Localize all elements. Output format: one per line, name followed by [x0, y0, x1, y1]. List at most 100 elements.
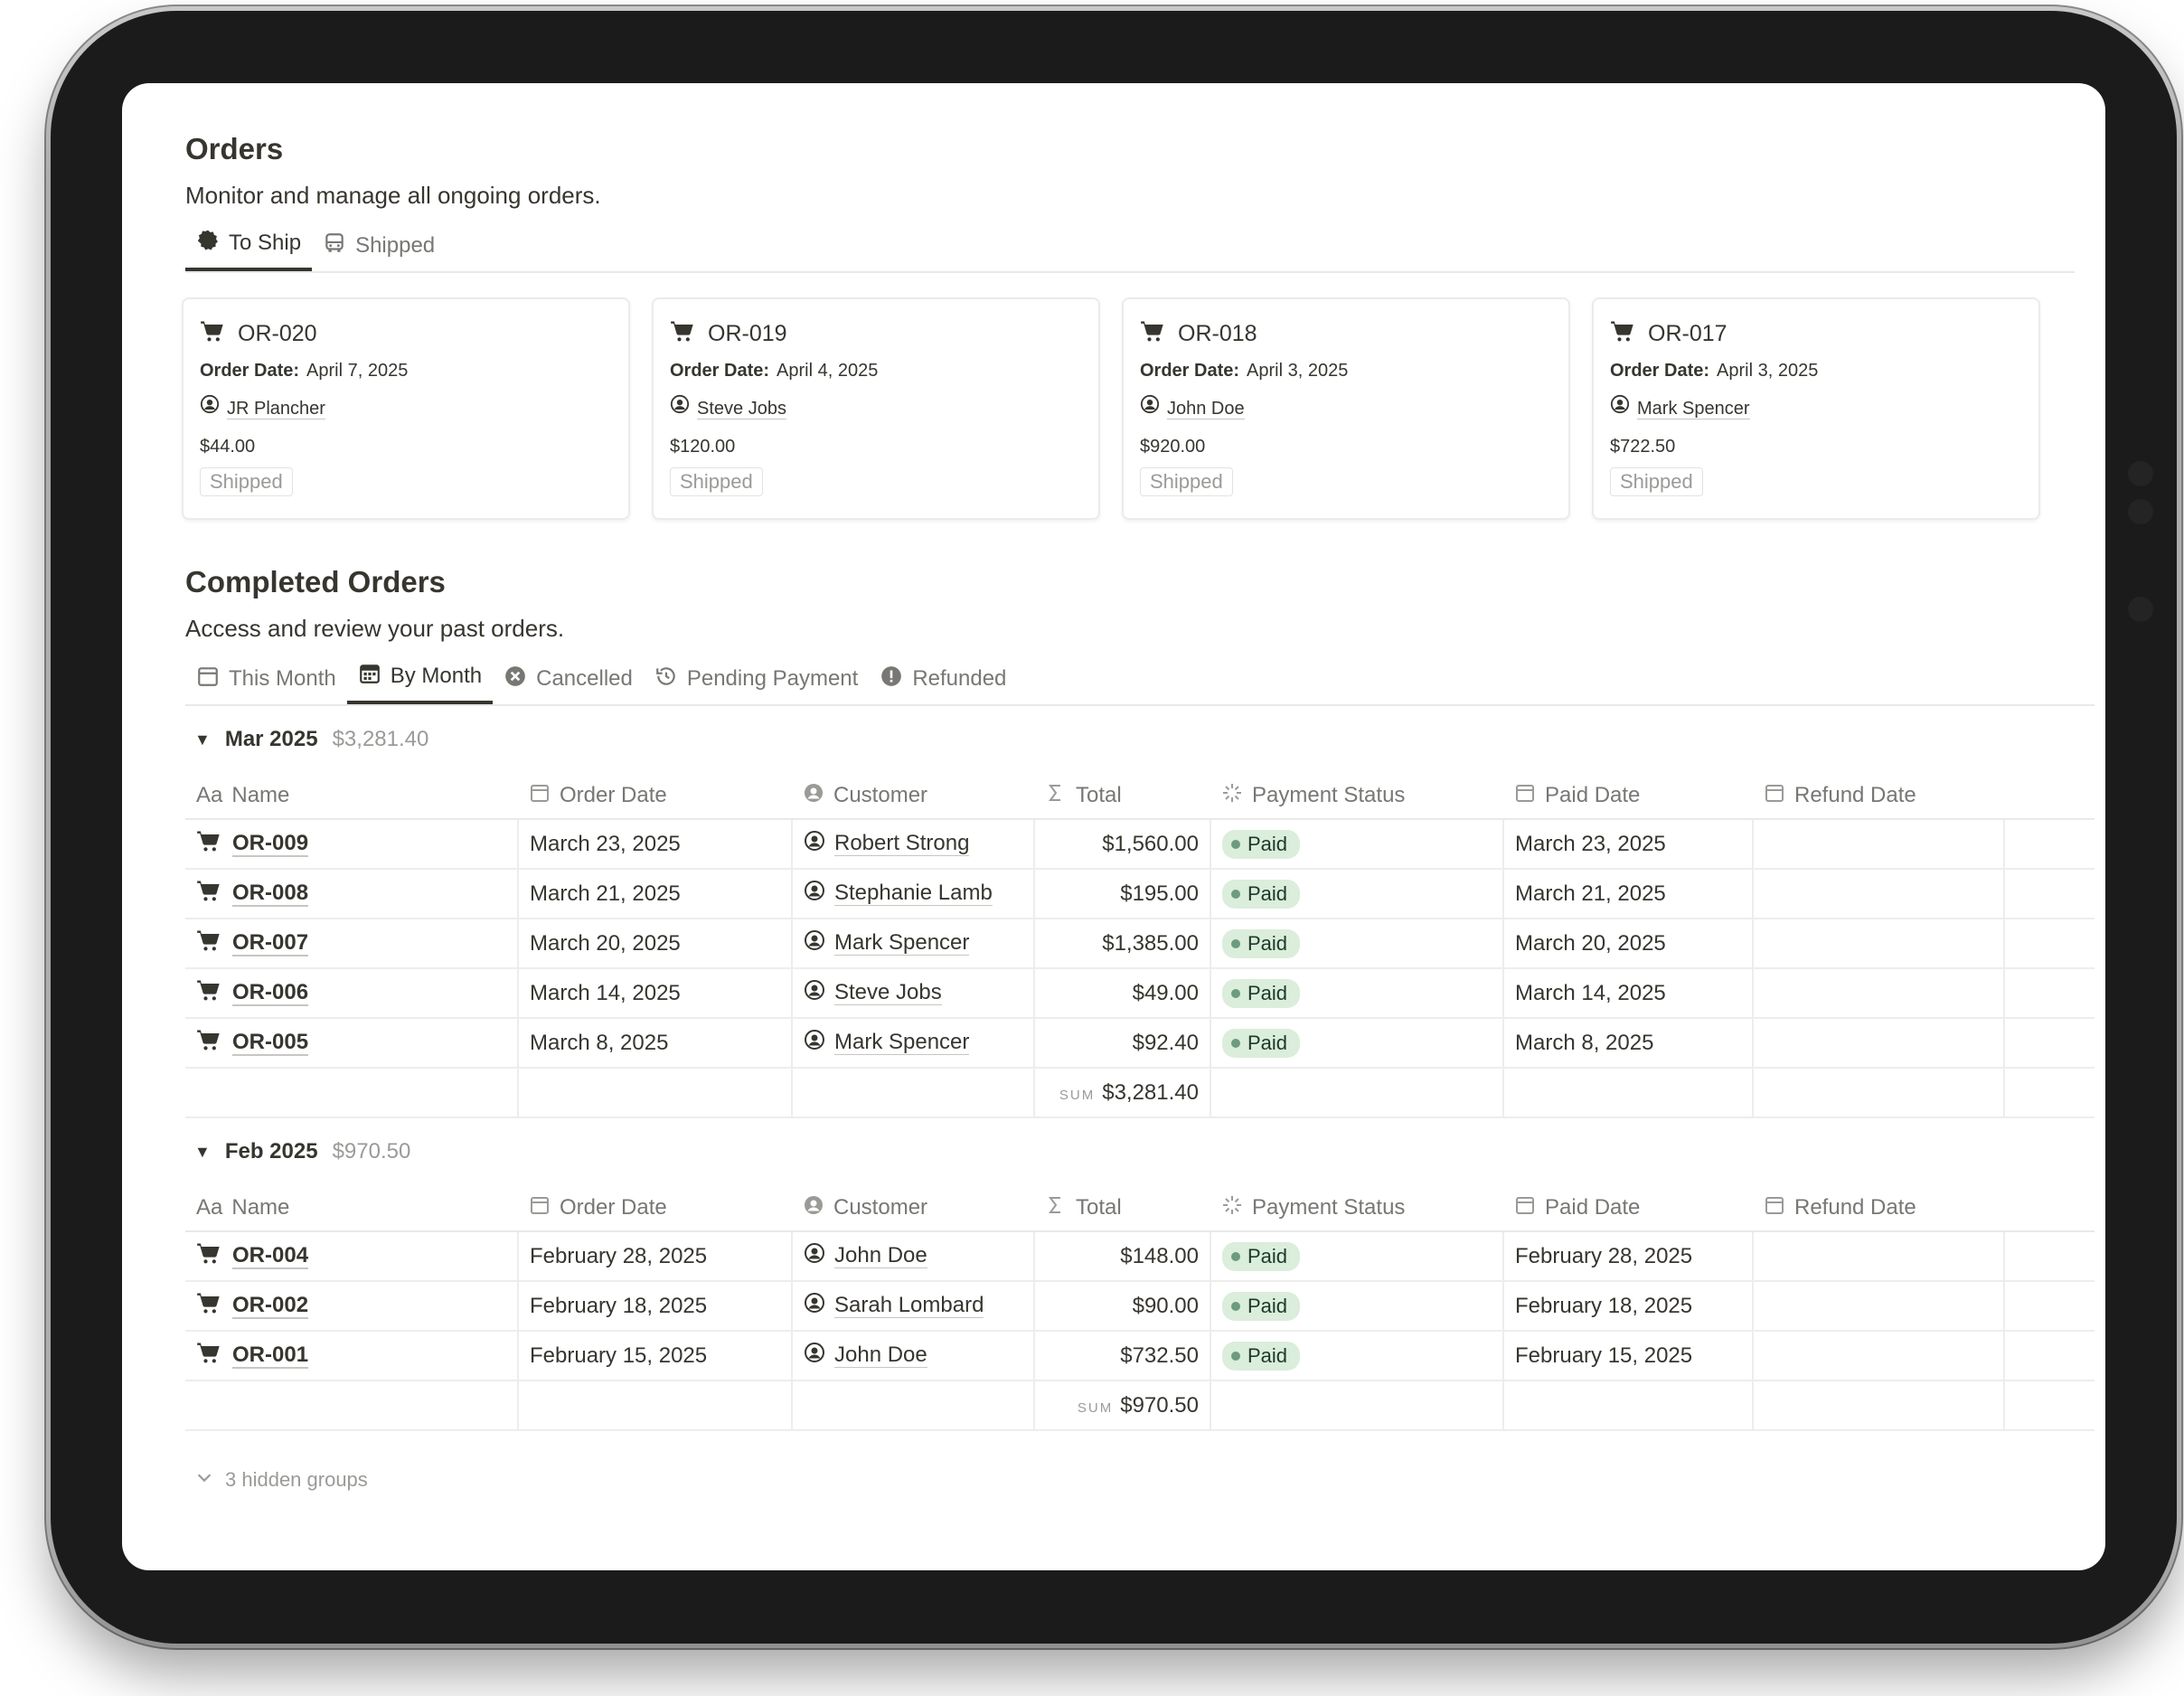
group-header[interactable]: ▼ Feb 2025 $970.50 — [185, 1118, 2075, 1185]
cell-name[interactable]: OR-007 — [185, 919, 519, 969]
column-header-name[interactable]: Aa Name — [185, 1185, 518, 1232]
cell-payment-status[interactable]: Paid — [1210, 1231, 1504, 1282]
customer-link[interactable]: Stephanie Lamb — [834, 881, 993, 906]
cell-refund-date[interactable] — [1753, 1281, 2005, 1332]
cell-paid-date[interactable]: March 20, 2025 — [1503, 919, 1754, 969]
cell-paid-date[interactable]: February 15, 2025 — [1503, 1331, 1754, 1381]
customer-link[interactable]: John Doe — [834, 1343, 927, 1368]
hidden-groups-toggle[interactable]: 3 hidden groups — [194, 1467, 2075, 1493]
cell-refund-date[interactable] — [1753, 1018, 2005, 1069]
cell-paid-date[interactable]: March 8, 2025 — [1503, 1018, 1754, 1069]
customer-link[interactable]: John Doe — [834, 1243, 927, 1268]
cell-order-date[interactable]: February 18, 2025 — [518, 1281, 793, 1332]
column-header-order-date[interactable]: Order Date — [518, 1185, 792, 1232]
cell-payment-status[interactable]: Paid — [1210, 1018, 1504, 1069]
cell-customer[interactable]: Mark Spencer — [792, 919, 1035, 969]
card-customer[interactable]: JR Plancher — [227, 398, 325, 419]
table-row[interactable]: OR-007 March 20, 2025 Mark Spencer $1,385.0… — [185, 919, 2095, 969]
cell-total[interactable]: $148.00 — [1034, 1231, 1211, 1282]
cell-customer[interactable]: John Doe — [792, 1231, 1035, 1282]
cell-refund-date[interactable] — [1753, 1331, 2005, 1381]
cell-customer[interactable]: Robert Strong — [792, 819, 1035, 870]
order-card[interactable]: OR-017 Order Date: April 3, 2025 Mark Spe… — [1592, 297, 2040, 520]
tab-cancelled[interactable]: Cancelled — [493, 654, 644, 704]
cell-name[interactable]: OR-006 — [185, 968, 519, 1019]
column-header-customer[interactable]: Customer — [792, 1185, 1034, 1232]
column-header-payment-status[interactable]: Payment Status — [1210, 1185, 1503, 1232]
cell-total[interactable]: $195.00 — [1034, 869, 1211, 919]
customer-link[interactable]: Sarah Lombard — [834, 1293, 984, 1318]
cell-name[interactable]: OR-005 — [185, 1018, 519, 1069]
column-header-total[interactable]: Total — [1034, 1185, 1210, 1232]
cell-payment-status[interactable]: Paid — [1210, 869, 1504, 919]
table-row[interactable]: OR-001 February 15, 2025 John Doe $732.50 Pa… — [185, 1331, 2095, 1381]
cell-refund-date[interactable] — [1753, 919, 2005, 969]
cell-order-date[interactable]: February 28, 2025 — [518, 1231, 793, 1282]
cell-customer[interactable]: Sarah Lombard — [792, 1281, 1035, 1332]
card-customer[interactable]: Steve Jobs — [697, 398, 786, 419]
column-header-name[interactable]: Aa Name — [185, 773, 518, 820]
cell-customer[interactable]: Mark Spencer — [792, 1018, 1035, 1069]
total-sum[interactable]: SUM $970.50 — [1034, 1380, 1211, 1431]
tab-pending-payment[interactable]: Pending Payment — [644, 654, 869, 704]
cell-order-date[interactable]: February 15, 2025 — [518, 1331, 793, 1381]
cell-name[interactable]: OR-001 — [185, 1331, 519, 1381]
cell-order-date[interactable]: March 21, 2025 — [518, 869, 793, 919]
order-link[interactable]: OR-006 — [232, 979, 309, 1006]
cell-total[interactable]: $732.50 — [1034, 1331, 1211, 1381]
cell-total[interactable]: $92.40 — [1034, 1018, 1211, 1069]
order-link[interactable]: OR-007 — [232, 929, 309, 956]
order-link[interactable]: OR-004 — [232, 1242, 309, 1269]
cell-name[interactable]: OR-008 — [185, 869, 519, 919]
cell-refund-date[interactable] — [1753, 968, 2005, 1019]
column-header-order-date[interactable]: Order Date — [518, 773, 792, 820]
cell-payment-status[interactable]: Paid — [1210, 1281, 1504, 1332]
cell-name[interactable]: OR-004 — [185, 1231, 519, 1282]
card-customer[interactable]: Mark Spencer — [1637, 398, 1750, 419]
tab-to-ship[interactable]: To Ship — [185, 219, 313, 271]
order-link[interactable]: OR-009 — [232, 830, 309, 857]
card-customer[interactable]: John Doe — [1167, 398, 1245, 419]
order-link[interactable]: OR-005 — [232, 1029, 309, 1056]
column-header-refund-date[interactable]: Refund Date — [1753, 773, 2004, 820]
customer-link[interactable]: Mark Spencer — [834, 930, 970, 956]
group-header[interactable]: ▼ Mar 2025 $3,281.40 — [185, 706, 2075, 773]
order-card[interactable]: OR-019 Order Date: April 4, 2025 Steve Jo… — [652, 297, 1100, 520]
order-link[interactable]: OR-001 — [232, 1342, 309, 1369]
cell-name[interactable]: OR-002 — [185, 1281, 519, 1332]
cell-customer[interactable]: John Doe — [792, 1331, 1035, 1381]
cell-order-date[interactable]: March 14, 2025 — [518, 968, 793, 1019]
customer-link[interactable]: Mark Spencer — [834, 1030, 970, 1055]
column-header-payment-status[interactable]: Payment Status — [1210, 773, 1503, 820]
table-row[interactable]: OR-006 March 14, 2025 Steve Jobs $49.00 Paid… — [185, 968, 2095, 1019]
cell-total[interactable]: $90.00 — [1034, 1281, 1211, 1332]
column-header-paid-date[interactable]: Paid Date — [1503, 773, 1753, 820]
cell-paid-date[interactable]: March 23, 2025 — [1503, 819, 1754, 870]
tab-shipped[interactable]: Shipped — [312, 221, 446, 271]
cell-payment-status[interactable]: Paid — [1210, 919, 1504, 969]
tab-by-month[interactable]: By Month — [346, 652, 494, 704]
table-row[interactable]: OR-004 February 28, 2025 John Doe $148.00 Pa… — [185, 1231, 2095, 1282]
column-header-total[interactable]: Total — [1034, 773, 1210, 820]
cell-refund-date[interactable] — [1753, 1231, 2005, 1282]
cell-order-date[interactable]: March 20, 2025 — [518, 919, 793, 969]
total-sum[interactable]: SUM $3,281.40 — [1034, 1068, 1211, 1118]
cell-paid-date[interactable]: March 21, 2025 — [1503, 869, 1754, 919]
table-row[interactable]: OR-005 March 8, 2025 Mark Spencer $92.40 Pai… — [185, 1018, 2095, 1069]
order-card[interactable]: OR-020 Order Date: April 7, 2025 JR Planc… — [182, 297, 630, 520]
column-header-customer[interactable]: Customer — [792, 773, 1034, 820]
cell-refund-date[interactable] — [1753, 869, 2005, 919]
column-header-refund-date[interactable]: Refund Date — [1753, 1185, 2004, 1232]
cell-name[interactable]: OR-009 — [185, 819, 519, 870]
cell-total[interactable]: $1,560.00 — [1034, 819, 1211, 870]
order-link[interactable]: OR-002 — [232, 1292, 309, 1319]
cell-paid-date[interactable]: March 14, 2025 — [1503, 968, 1754, 1019]
cell-total[interactable]: $1,385.00 — [1034, 919, 1211, 969]
cell-total[interactable]: $49.00 — [1034, 968, 1211, 1019]
table-row[interactable]: OR-008 March 21, 2025 Stephanie Lamb $195.0… — [185, 869, 2095, 919]
cell-paid-date[interactable]: February 18, 2025 — [1503, 1281, 1754, 1332]
cell-payment-status[interactable]: Paid — [1210, 968, 1504, 1019]
customer-link[interactable]: Steve Jobs — [834, 980, 942, 1005]
table-row[interactable]: OR-009 March 23, 2025 Robert Strong $1,560.… — [185, 819, 2095, 870]
cell-payment-status[interactable]: Paid — [1210, 819, 1504, 870]
